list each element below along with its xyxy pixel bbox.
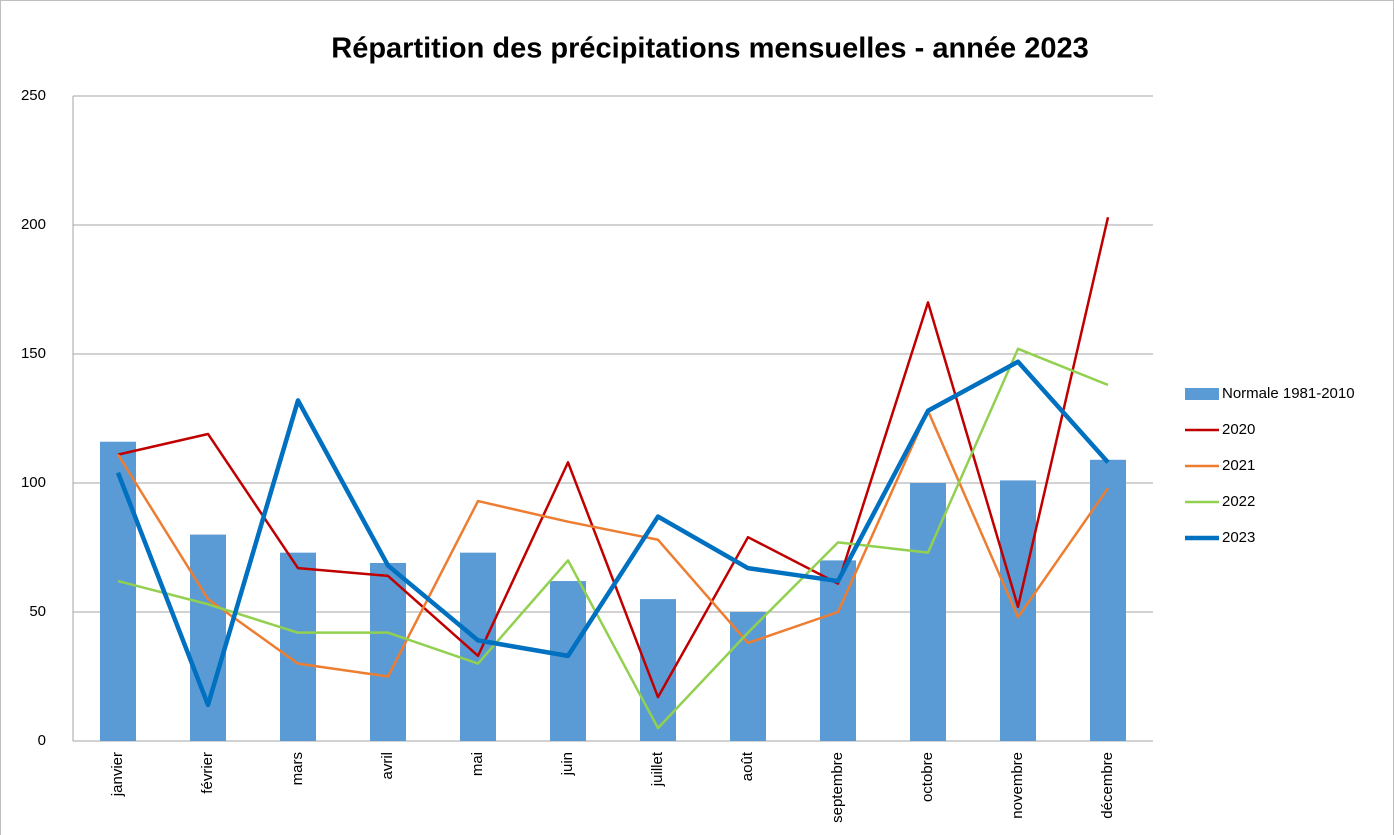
x-tick-label: janvier — [109, 752, 126, 797]
bar — [550, 581, 586, 741]
bar — [1090, 459, 1126, 741]
x-tick-label: juin — [559, 752, 576, 776]
x-tick-label: avril — [379, 752, 396, 780]
legend-label: 2023 — [1222, 529, 1255, 546]
bar — [190, 534, 226, 741]
legend-swatch — [1185, 388, 1219, 400]
bar — [460, 552, 496, 741]
bar — [820, 560, 856, 741]
x-tick-label: mars — [289, 752, 306, 785]
x-tick-label: décembre — [1099, 752, 1116, 819]
x-tick-label: octobre — [919, 752, 936, 802]
y-tick-label: 0 — [38, 732, 46, 749]
line-series — [117, 216, 1110, 699]
y-tick-label: 100 — [21, 474, 46, 491]
line-series — [115, 359, 1110, 708]
x-tick-label: juillet — [649, 751, 666, 787]
line-series — [117, 347, 1109, 730]
y-tick-label: 250 — [21, 87, 46, 104]
legend-label: Normale 1981-2010 — [1222, 385, 1355, 402]
bar — [640, 599, 676, 741]
chart-title: Répartition des précipitations mensuelle… — [331, 33, 1088, 65]
legend-label: 2021 — [1222, 457, 1255, 474]
bar — [280, 552, 316, 741]
x-tick-label: août — [739, 751, 756, 781]
x-tick-label: mai — [469, 752, 486, 776]
bar — [1000, 480, 1036, 741]
x-tick-label: février — [199, 752, 216, 794]
bar — [100, 441, 136, 741]
y-tick-label: 200 — [21, 216, 46, 233]
x-tick-label: septembre — [829, 752, 846, 823]
line-series — [116, 409, 1110, 678]
y-tick-label: 50 — [29, 603, 46, 620]
x-tick-label: novembre — [1009, 752, 1026, 819]
legend-label: 2022 — [1222, 493, 1255, 510]
y-tick-label: 150 — [21, 345, 46, 362]
legend-label: 2020 — [1222, 421, 1255, 438]
